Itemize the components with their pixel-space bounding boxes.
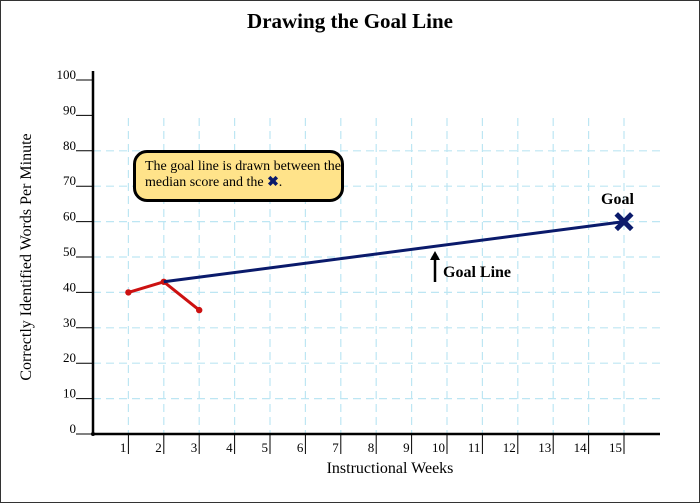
svg-text:1: 1 bbox=[120, 440, 127, 455]
svg-text:4: 4 bbox=[226, 440, 233, 455]
svg-text:8: 8 bbox=[368, 440, 375, 455]
svg-text:0: 0 bbox=[70, 421, 77, 436]
svg-text:2: 2 bbox=[155, 440, 162, 455]
svg-text:80: 80 bbox=[63, 138, 76, 153]
svg-text:20: 20 bbox=[63, 350, 76, 365]
svg-text:30: 30 bbox=[63, 315, 76, 330]
data-series bbox=[125, 212, 634, 314]
chart-title: Drawing the Goal Line bbox=[247, 9, 453, 33]
goal-line-label: Goal Line bbox=[443, 264, 512, 281]
callout-box: The goal line is drawn between the media… bbox=[133, 150, 344, 202]
svg-text:9: 9 bbox=[403, 440, 410, 455]
svg-text:100: 100 bbox=[57, 67, 77, 82]
goal-x-icon: ✖ bbox=[267, 175, 279, 190]
svg-text:10: 10 bbox=[63, 386, 76, 401]
svg-text:50: 50 bbox=[63, 244, 76, 259]
svg-text:60: 60 bbox=[63, 209, 76, 224]
svg-text:40: 40 bbox=[63, 279, 76, 294]
svg-text:14: 14 bbox=[574, 440, 588, 455]
svg-text:7: 7 bbox=[332, 440, 339, 455]
svg-text:11: 11 bbox=[468, 440, 481, 455]
goal-line-arrow-icon bbox=[430, 251, 440, 282]
svg-text:12: 12 bbox=[503, 440, 516, 455]
svg-text:90: 90 bbox=[63, 102, 76, 117]
callout-text: The goal line is drawn between the media… bbox=[145, 159, 341, 190]
svg-text:13: 13 bbox=[538, 440, 551, 455]
y-axis-label: Correctly Identified Words Per Minute bbox=[18, 133, 35, 381]
x-axis-label: Instructional Weeks bbox=[326, 460, 454, 477]
svg-text:3: 3 bbox=[191, 440, 198, 455]
goal-label: Goal bbox=[601, 191, 634, 208]
svg-text:6: 6 bbox=[297, 440, 304, 455]
svg-text:5: 5 bbox=[262, 440, 269, 455]
svg-text:70: 70 bbox=[63, 173, 76, 188]
svg-text:10: 10 bbox=[432, 440, 445, 455]
svg-text:15: 15 bbox=[609, 440, 622, 455]
callout-suffix: . bbox=[278, 175, 283, 190]
